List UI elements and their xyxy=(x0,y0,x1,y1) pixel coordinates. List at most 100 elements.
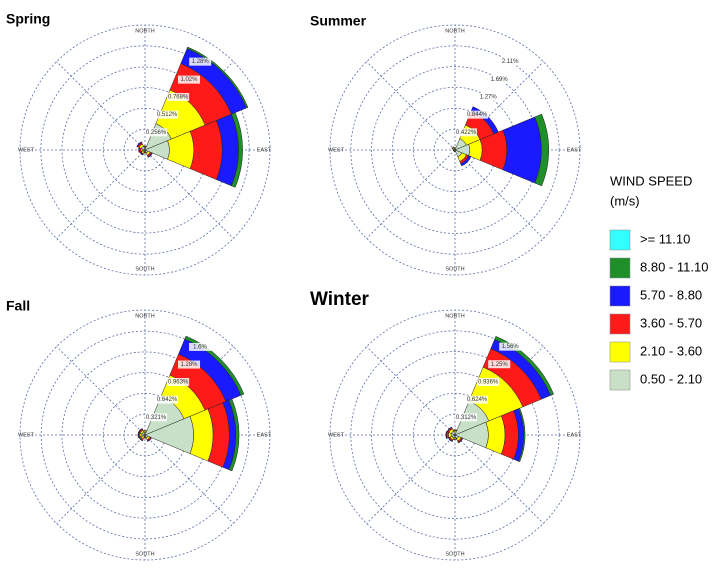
tick-label-bg xyxy=(167,92,190,101)
wind-rose: 0.422% 0.844% 1.27% 1.69% 2.11% NORTH EAST SOUT… xyxy=(310,13,582,276)
legend-swatch xyxy=(609,285,631,307)
wind-segment xyxy=(446,426,453,433)
wind-segment xyxy=(452,429,458,432)
ring-label: 2.11% xyxy=(502,59,519,65)
wind-segment xyxy=(534,113,550,187)
ring-label: 1.28% xyxy=(192,59,210,65)
spoke xyxy=(454,434,544,524)
tick-label-bg xyxy=(145,413,168,422)
chart-title: Winter xyxy=(310,289,370,310)
direction-label: WEST xyxy=(18,432,35,438)
ring-label: 0.642% xyxy=(157,397,178,403)
ring-label: 0.963% xyxy=(168,380,189,386)
spoke xyxy=(144,434,234,524)
wind-segment xyxy=(485,415,506,455)
wind-rose: 0.321% 0.642% 0.963% 1.28% 1.6% NORTH EAST SOUT… xyxy=(6,298,272,561)
ring-label: 1.02% xyxy=(180,77,198,83)
ring-label: 0.256% xyxy=(146,130,167,136)
direction-label: EAST xyxy=(567,147,582,153)
direction-label: NORTH xyxy=(135,28,154,34)
direction-label: WEST xyxy=(328,147,345,153)
legend-label: 5.70 - 8.80 xyxy=(640,287,702,302)
tick-label-bg xyxy=(177,75,200,84)
ring xyxy=(371,351,539,519)
legend-subtitle: (m/s) xyxy=(610,193,640,208)
spoke xyxy=(56,434,146,524)
spoke xyxy=(56,346,146,436)
tick-label-bg xyxy=(178,360,201,369)
chart-title: Summer xyxy=(310,13,367,29)
ring-label: 1.25% xyxy=(491,362,509,368)
chart-title: Fall xyxy=(6,298,30,314)
wind-segment xyxy=(138,428,143,433)
legend-swatch xyxy=(609,341,631,363)
ring-label: 1.28% xyxy=(181,362,199,368)
wind-segment xyxy=(136,141,143,148)
legend-title: WIND SPEED xyxy=(610,173,692,188)
tick-label-bg xyxy=(156,395,179,404)
ring-label: 0.312% xyxy=(456,415,477,421)
wind-segment xyxy=(147,152,153,158)
wind-segment xyxy=(452,438,458,440)
tick-label-bg xyxy=(488,360,511,369)
wind-segment xyxy=(231,112,243,188)
spoke xyxy=(366,434,456,524)
wind-rose: 0.312% 0.624% 0.936% 1.25% 1.56% NORTH EAST SOU… xyxy=(310,289,582,561)
wind-segment xyxy=(147,437,152,442)
direction-label: EAST xyxy=(567,432,582,438)
ring-label: 0.321% xyxy=(146,415,167,421)
tick-label-bg xyxy=(477,377,500,386)
legend-label: 2.10 - 3.60 xyxy=(640,343,702,358)
wind-segment xyxy=(189,120,223,180)
direction-label: NORTH xyxy=(135,313,154,319)
direction-label: SOUTH xyxy=(445,551,464,557)
tick-label-bg xyxy=(499,342,522,351)
spoke xyxy=(56,149,146,239)
direction-label: EAST xyxy=(257,432,272,438)
legend-swatch xyxy=(609,257,631,279)
ring xyxy=(40,330,250,540)
legend-label: 3.60 - 5.70 xyxy=(640,315,702,330)
ring-label: 0.768% xyxy=(168,95,189,101)
wind-segment xyxy=(502,116,542,184)
tick-label-bg xyxy=(466,395,489,404)
legend-label: 8.80 - 11.10 xyxy=(640,259,708,274)
ring-label: 0.422% xyxy=(456,130,477,136)
wind-segment xyxy=(228,398,240,472)
direction-label: WEST xyxy=(18,147,35,153)
tick-label-bg xyxy=(488,75,511,84)
direction-label: SOUTH xyxy=(445,266,464,272)
tick-label-bg xyxy=(477,92,500,101)
direction-label: NORTH xyxy=(445,313,464,319)
tick-label-bg xyxy=(145,128,168,137)
spoke xyxy=(366,346,456,436)
legend-label: 0.50 - 2.10 xyxy=(640,371,702,386)
ring-label: 1.27% xyxy=(480,94,498,100)
ring-label: 1.69% xyxy=(491,77,509,83)
ring-label: 0.844% xyxy=(467,112,488,118)
spoke xyxy=(454,149,544,239)
wind-segment xyxy=(142,430,148,432)
direction-label: NORTH xyxy=(445,28,464,34)
ring-label: 1.6% xyxy=(193,345,207,351)
legend-swatch xyxy=(609,369,631,391)
legend-swatch xyxy=(609,229,631,251)
spoke xyxy=(144,149,234,239)
wind-segment xyxy=(451,146,455,150)
tick-label-bg xyxy=(466,110,489,119)
chart-title: Spring xyxy=(6,11,50,27)
legend-label: >= 11.10 xyxy=(640,231,690,246)
wind-segment xyxy=(457,437,464,444)
tick-label-bg xyxy=(499,57,522,66)
direction-label: EAST xyxy=(257,147,272,153)
direction-label: SOUTH xyxy=(135,551,154,557)
tick-label-bg xyxy=(189,342,212,351)
direction-label: WEST xyxy=(328,432,345,438)
legend-swatch xyxy=(609,313,631,335)
ring-label: 0.624% xyxy=(467,397,488,403)
wind-rose: 0.256% 0.512% 0.768% 1.02% 1.28% NORTH EAST SOU… xyxy=(6,11,272,276)
wind-segment xyxy=(518,407,526,463)
spoke xyxy=(366,149,456,239)
ring-label: 1.56% xyxy=(502,344,520,350)
direction-label: SOUTH xyxy=(135,266,154,272)
